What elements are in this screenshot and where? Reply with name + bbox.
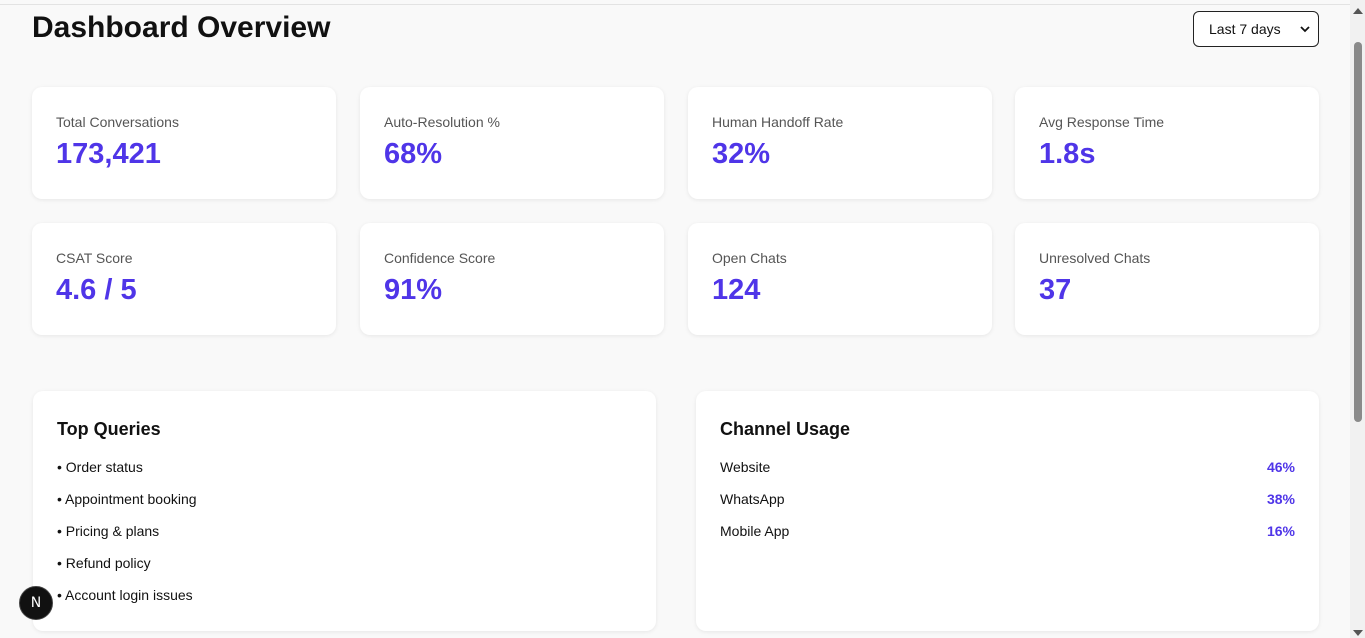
top-divider <box>0 4 1350 5</box>
list-item: • Refund policy <box>57 555 151 571</box>
stat-label: Unresolved Chats <box>1039 250 1151 266</box>
stat-card-csat-score: CSAT Score 4.6 / 5 <box>32 223 336 335</box>
stat-value: 124 <box>712 274 761 306</box>
channel-row-whatsapp: WhatsApp 38% <box>720 491 1295 523</box>
scroll-up-arrow-icon[interactable] <box>1353 8 1363 14</box>
stat-card-open-chats: Open Chats 124 <box>688 223 992 335</box>
stat-label: Confidence Score <box>384 250 496 266</box>
stat-label: Total Conversations <box>56 114 179 130</box>
page-title: Dashboard Overview <box>32 11 331 44</box>
stat-card-auto-resolution: Auto-Resolution % 68% <box>360 87 664 199</box>
date-range-value: Last 7 days <box>1209 21 1281 37</box>
channel-name: Website <box>720 459 771 475</box>
stat-value: 91% <box>384 274 443 306</box>
channel-percent: 46% <box>1266 459 1295 475</box>
channel-row-mobile-app: Mobile App 16% <box>720 523 1295 555</box>
date-range-select[interactable]: Last 7 days <box>1193 11 1319 47</box>
stat-value: 32% <box>712 138 771 170</box>
channel-row-website: Website 46% <box>720 459 1295 491</box>
channel-percent: 38% <box>1266 491 1295 507</box>
scrollbar-thumb[interactable] <box>1354 42 1362 422</box>
channel-usage-panel: Channel Usage Website 46% WhatsApp 38% M… <box>696 391 1319 631</box>
stat-label: Avg Response Time <box>1039 114 1165 130</box>
top-queries-title: Top Queries <box>57 419 161 439</box>
stat-card-human-handoff: Human Handoff Rate 32% <box>688 87 992 199</box>
stat-card-avg-response-time: Avg Response Time 1.8s <box>1015 87 1319 199</box>
list-item: • Account login issues <box>57 587 193 603</box>
fab-glyph: N <box>30 595 42 611</box>
channel-name: Mobile App <box>720 523 790 539</box>
list-item: • Appointment booking <box>57 491 197 507</box>
top-queries-panel: Top Queries • Order status • Appointment… <box>33 391 656 631</box>
channel-name: WhatsApp <box>720 491 785 507</box>
stat-card-unresolved-chats: Unresolved Chats 37 <box>1015 223 1319 335</box>
list-item: • Pricing & plans <box>57 523 160 539</box>
stat-value: 173,421 <box>56 138 161 170</box>
stat-value: 4.6 / 5 <box>56 274 137 306</box>
stat-label: Human Handoff Rate <box>712 114 844 130</box>
stat-card-confidence-score: Confidence Score 91% <box>360 223 664 335</box>
stat-label: Auto-Resolution % <box>384 114 500 130</box>
chevron-down-icon <box>1300 26 1310 33</box>
nextjs-logo-icon[interactable]: N <box>19 586 53 620</box>
scroll-down-arrow-icon[interactable] <box>1353 630 1363 636</box>
stat-label: CSAT Score <box>56 250 133 266</box>
stat-label: Open Chats <box>712 250 787 266</box>
stat-value: 1.8s <box>1039 138 1096 170</box>
stat-card-total-conversations: Total Conversations 173,421 <box>32 87 336 199</box>
stat-value: 37 <box>1039 274 1072 306</box>
vertical-scrollbar[interactable] <box>1350 0 1365 638</box>
top-queries-list: • Order status • Appointment booking • P… <box>57 459 632 619</box>
channel-usage-title: Channel Usage <box>720 419 851 439</box>
channel-usage-list: Website 46% WhatsApp 38% Mobile App 16% <box>720 459 1295 555</box>
stat-value: 68% <box>384 138 443 170</box>
channel-percent: 16% <box>1266 523 1295 539</box>
list-item: • Order status <box>57 459 143 475</box>
